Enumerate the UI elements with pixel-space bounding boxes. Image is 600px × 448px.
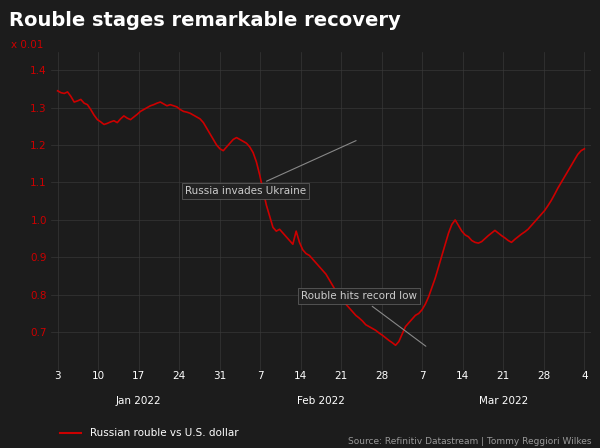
- Text: Source: Refinitiv Datastream | Tommy Reggiori Wilkes: Source: Refinitiv Datastream | Tommy Reg…: [347, 437, 591, 446]
- Text: Feb 2022: Feb 2022: [297, 396, 345, 406]
- Text: x 0.01: x 0.01: [11, 40, 43, 50]
- Text: Jan 2022: Jan 2022: [116, 396, 161, 406]
- Text: Russia invades Ukraine: Russia invades Ukraine: [185, 141, 356, 196]
- Text: Rouble hits record low: Rouble hits record low: [301, 291, 426, 346]
- Text: Rouble stages remarkable recovery: Rouble stages remarkable recovery: [9, 11, 401, 30]
- Text: Mar 2022: Mar 2022: [479, 396, 528, 406]
- Legend: Russian rouble vs U.S. dollar: Russian rouble vs U.S. dollar: [56, 424, 242, 443]
